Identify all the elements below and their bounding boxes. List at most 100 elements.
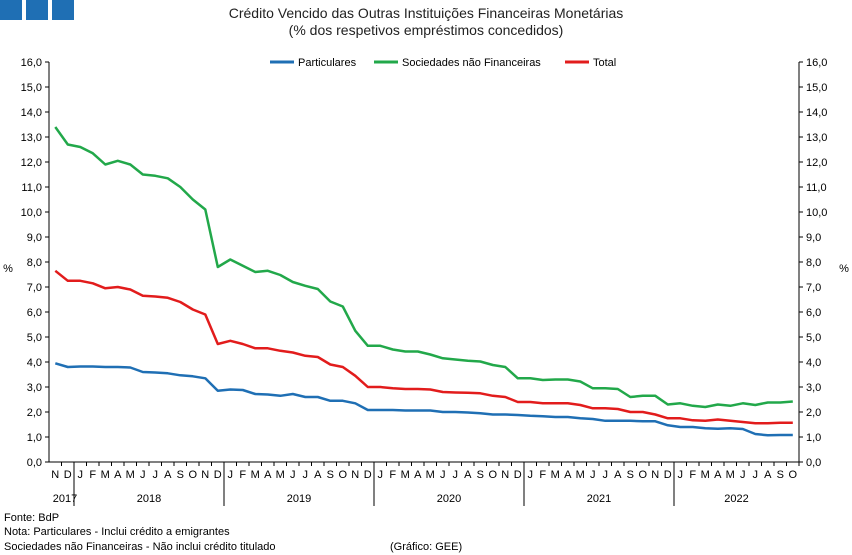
- y-tick-label-right: 0,0: [806, 457, 821, 469]
- y-tick-label-left: 13,0: [21, 132, 42, 144]
- series-line-particulares: [54, 362, 793, 437]
- particulares-note: Nota: Particulares - Inclui crédito a em…: [4, 526, 230, 538]
- x-month-label: M: [251, 469, 260, 481]
- x-month-label: J: [528, 469, 534, 481]
- x-month-label: J: [153, 469, 159, 481]
- y-tick-label-left: 1,0: [27, 432, 42, 444]
- x-month-label: J: [290, 469, 296, 481]
- x-year-label: 2019: [287, 493, 311, 505]
- x-month-label: S: [477, 469, 484, 481]
- x-month-label: M: [276, 469, 285, 481]
- x-month-label: A: [164, 469, 172, 481]
- x-month-label: O: [338, 469, 347, 481]
- x-month-label: J: [378, 469, 384, 481]
- y-tick-label-right: 13,0: [806, 132, 827, 144]
- x-month-label: M: [701, 469, 710, 481]
- x-month-label: O: [188, 469, 197, 481]
- chart-subtitle: (% dos respetivos empréstimos concedidos…: [288, 22, 564, 38]
- legend-label: Total: [593, 57, 616, 69]
- x-month-label: M: [426, 469, 435, 481]
- y-tick-label-left: 6,0: [27, 307, 42, 319]
- y-tick-label-right: 12,0: [806, 157, 827, 169]
- logo-square-icon: [26, 0, 48, 20]
- x-month-label: M: [126, 469, 135, 481]
- x-month-label: N: [201, 469, 209, 481]
- y-tick-label-left: 2,0: [27, 407, 42, 419]
- x-month-label: D: [514, 469, 522, 481]
- x-month-label: M: [726, 469, 735, 481]
- y-tick-label-right: 1,0: [806, 432, 821, 444]
- series-line-total: [54, 269, 793, 425]
- y-tick-label-left: 16,0: [21, 57, 42, 69]
- snf-note: Sociedades não Financeiras - Não inclui …: [4, 541, 276, 553]
- x-month-label: S: [777, 469, 784, 481]
- y-tick-label-right: 3,0: [806, 382, 821, 394]
- y-tick-label-left: 11,0: [21, 182, 42, 194]
- x-month-label: A: [314, 469, 322, 481]
- x-month-label: J: [740, 469, 746, 481]
- x-month-label: F: [389, 469, 396, 481]
- x-month-label: O: [638, 469, 647, 481]
- chart-credit: (Gráfico: GEE): [390, 541, 463, 553]
- x-month-label: A: [464, 469, 472, 481]
- y-tick-label-right: 6,0: [806, 307, 821, 319]
- x-month-label: J: [678, 469, 684, 481]
- x-month-label: J: [590, 469, 596, 481]
- source-note: Fonte: BdP: [4, 512, 60, 524]
- y-tick-label-right: 11,0: [806, 182, 827, 194]
- x-year-label: 2021: [587, 493, 611, 505]
- x-month-label: A: [764, 469, 772, 481]
- x-month-label: D: [214, 469, 222, 481]
- legend-label: Particulares: [298, 57, 357, 69]
- y-tick-label-left: 15,0: [21, 82, 42, 94]
- x-month-label: F: [239, 469, 246, 481]
- x-month-label: D: [64, 469, 72, 481]
- y-axis-label-left: %: [3, 263, 13, 275]
- x-month-label: F: [89, 469, 96, 481]
- x-month-label: A: [564, 469, 572, 481]
- logo-square-icon: [52, 0, 74, 20]
- x-month-label: J: [228, 469, 234, 481]
- x-month-label: S: [177, 469, 184, 481]
- y-tick-label-right: 2,0: [806, 407, 821, 419]
- x-month-label: J: [603, 469, 609, 481]
- x-month-label: M: [576, 469, 585, 481]
- x-year-label: 2020: [437, 493, 461, 505]
- x-month-label: A: [114, 469, 122, 481]
- x-month-label: M: [401, 469, 410, 481]
- y-tick-label-left: 14,0: [21, 107, 42, 119]
- x-month-label: J: [440, 469, 446, 481]
- y-tick-label-left: 9,0: [27, 232, 42, 244]
- x-month-label: F: [689, 469, 696, 481]
- x-month-label: F: [539, 469, 546, 481]
- x-month-label: D: [364, 469, 372, 481]
- y-tick-label-left: 5,0: [27, 332, 42, 344]
- x-year-label: 2018: [137, 493, 161, 505]
- y-axis-label-right: %: [839, 263, 849, 275]
- y-tick-label-left: 4,0: [27, 357, 42, 369]
- x-month-label: A: [264, 469, 272, 481]
- y-tick-label-right: 15,0: [806, 82, 827, 94]
- y-tick-label-right: 4,0: [806, 357, 821, 369]
- x-month-label: N: [351, 469, 359, 481]
- y-tick-label-right: 16,0: [806, 57, 827, 69]
- x-month-label: S: [327, 469, 334, 481]
- x-month-label: S: [627, 469, 634, 481]
- x-month-label: O: [788, 469, 797, 481]
- y-tick-label-left: 12,0: [21, 157, 42, 169]
- y-tick-label-right: 5,0: [806, 332, 821, 344]
- y-tick-label-right: 9,0: [806, 232, 821, 244]
- x-month-label: J: [140, 469, 146, 481]
- x-month-label: J: [78, 469, 84, 481]
- y-tick-label-right: 14,0: [806, 107, 827, 119]
- series-line-sociedades-n-o-financeiras: [54, 126, 793, 409]
- x-year-label: 2022: [724, 493, 748, 505]
- y-tick-label-left: 10,0: [21, 207, 42, 219]
- x-month-label: J: [453, 469, 459, 481]
- y-tick-label-right: 7,0: [806, 282, 821, 294]
- x-month-label: M: [551, 469, 560, 481]
- y-tick-label-right: 10,0: [806, 207, 827, 219]
- y-tick-label-left: 0,0: [27, 457, 42, 469]
- logo-square-icon: [0, 0, 22, 20]
- legend-label: Sociedades não Financeiras: [402, 57, 541, 69]
